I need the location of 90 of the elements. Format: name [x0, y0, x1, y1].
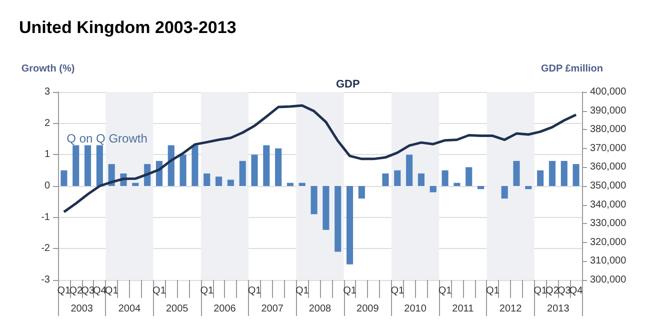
text: 2009: [356, 304, 380, 314]
bar: [286, 182, 294, 186]
bar: [513, 160, 520, 186]
bar: [84, 145, 92, 186]
text: 2007: [261, 304, 284, 314]
x-tick-label: Q1: [295, 286, 310, 296]
y-tick-label: 3: [44, 86, 50, 98]
chart-title: United Kingdom 2003-2013: [19, 18, 236, 37]
bar: [560, 160, 568, 186]
y2-axis-title: GDP £million: [540, 64, 604, 74]
bar: [275, 148, 282, 186]
text: 2010: [404, 304, 427, 314]
text: 2013: [547, 304, 570, 314]
series-label: Q on Q Growth: [66, 131, 148, 146]
x-tick-label: Q1: [486, 286, 500, 296]
y2-tick-label: 300,000: [590, 274, 627, 286]
bar: [382, 173, 389, 186]
bar: [60, 170, 68, 186]
text: 2003: [70, 304, 94, 314]
x-tick-label: Q1: [57, 286, 72, 296]
y-tick-label: 0: [44, 180, 50, 192]
x-tick-label: Q4: [93, 286, 107, 296]
y2-tick-label: 390,000: [590, 105, 627, 116]
bar: [406, 154, 413, 186]
bar: [239, 160, 246, 186]
x-tick-label: Q2: [546, 286, 560, 296]
x-tick-label: Q1: [534, 286, 548, 296]
bar: [227, 180, 234, 186]
x-tick-label: Q1: [438, 286, 452, 296]
bar: [430, 186, 436, 192]
bar: [572, 164, 580, 186]
y2-tick-label: 400,000: [590, 86, 627, 98]
bar: [204, 173, 210, 186]
y-tick-label: -3: [41, 274, 50, 286]
bar: [310, 186, 318, 214]
text: 2011: [452, 304, 474, 314]
bar: [132, 182, 139, 186]
bar: [334, 186, 342, 252]
bar: [537, 170, 544, 186]
line-series: [62, 104, 578, 214]
y2-tick-label: 330,000: [590, 218, 627, 230]
y2-tick-label: 370,000: [590, 142, 627, 154]
bar: [394, 170, 401, 186]
text: 2004: [118, 304, 142, 314]
x-tick-label: Q4: [569, 286, 584, 296]
y-tick-label: -2: [41, 243, 50, 254]
bar: [168, 145, 174, 186]
bar: [358, 186, 365, 199]
text: 2005: [166, 304, 189, 314]
x-tick-label: Q1: [248, 286, 262, 296]
y-tick-label: -1: [41, 212, 50, 223]
y2-tick-label: 380,000: [590, 124, 627, 136]
y-axis-title: Growth (%): [21, 64, 75, 74]
bar: [346, 186, 354, 264]
x-tick-label: Q3: [557, 286, 572, 296]
bar: [442, 170, 448, 186]
y2-tick-label: 310,000: [590, 256, 627, 267]
bar: [251, 154, 258, 186]
bar: [466, 167, 472, 186]
bar: [298, 182, 306, 186]
bar: [501, 186, 508, 199]
bar: [72, 145, 80, 186]
y2-tick-label: 320,000: [590, 236, 627, 248]
x-tick-label: Q1: [200, 286, 214, 296]
bar: [548, 160, 556, 186]
y2-tick-label: 350,000: [590, 180, 627, 192]
bar: [322, 186, 330, 230]
x-tick-label: Q1: [152, 286, 166, 296]
x-tick-label: Q1: [104, 286, 119, 296]
bar: [478, 186, 484, 190]
bar: [216, 176, 222, 186]
text: 2012: [499, 304, 522, 314]
x-tick-label: Q2: [69, 286, 83, 296]
bar: [418, 173, 424, 186]
x-tick-label: Q3: [81, 286, 95, 296]
text: 2006: [214, 304, 236, 314]
bar: [96, 145, 103, 186]
y2-tick-label: 360,000: [590, 162, 627, 173]
bar: [454, 182, 460, 186]
x-tick-label: Q1: [390, 286, 405, 296]
y2-tick-label: 340,000: [590, 199, 627, 210]
text: 2008: [308, 304, 332, 314]
y-tick-label: 1: [44, 149, 50, 160]
bar: [180, 154, 186, 186]
x-tick-label: Q1: [343, 286, 357, 296]
text: GDP: [336, 78, 360, 90]
bar: [525, 186, 532, 190]
bar: [192, 145, 198, 186]
bar: [263, 145, 270, 186]
y-tick-label: 2: [44, 118, 50, 129]
